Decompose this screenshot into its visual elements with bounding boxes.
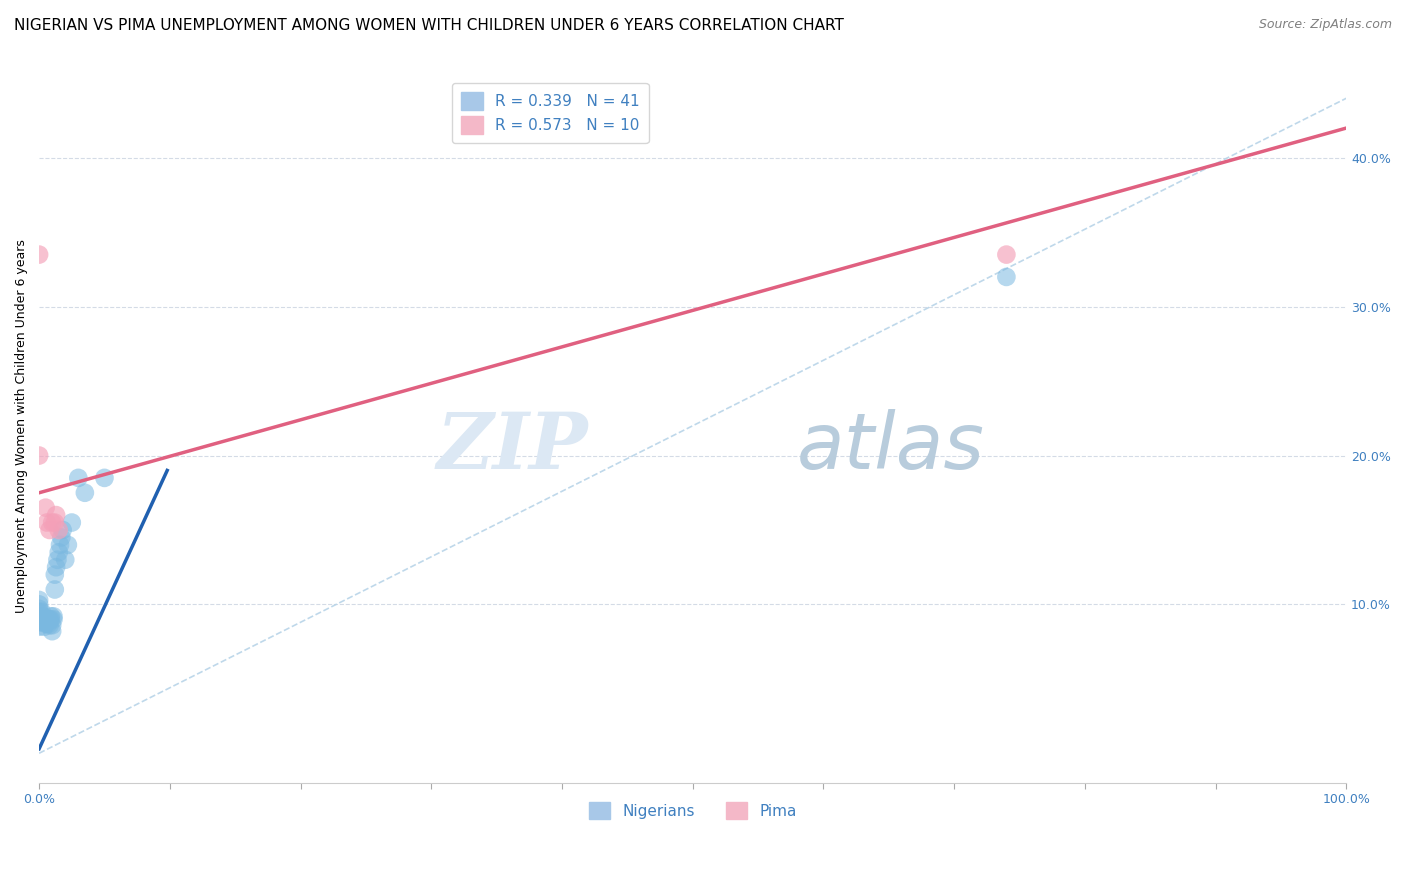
Point xyxy=(42,609,65,624)
Text: atlas: atlas xyxy=(797,409,986,485)
Point xyxy=(37,616,59,631)
Point xyxy=(38,523,60,537)
Point xyxy=(44,567,66,582)
Point xyxy=(51,530,73,544)
Point xyxy=(28,449,51,463)
Point xyxy=(28,602,51,616)
Point xyxy=(32,609,55,624)
Point xyxy=(41,516,63,530)
Text: ZIP: ZIP xyxy=(436,409,588,485)
Point xyxy=(39,612,62,626)
Point xyxy=(28,247,51,261)
Point xyxy=(52,523,75,537)
Text: NIGERIAN VS PIMA UNEMPLOYMENT AMONG WOMEN WITH CHILDREN UNDER 6 YEARS CORRELATIO: NIGERIAN VS PIMA UNEMPLOYMENT AMONG WOME… xyxy=(14,18,844,33)
Point xyxy=(31,605,53,619)
Point xyxy=(31,612,53,626)
Point xyxy=(28,615,51,630)
Point xyxy=(41,624,63,639)
Point xyxy=(56,538,79,552)
Point xyxy=(45,560,67,574)
Point xyxy=(48,523,70,537)
Point xyxy=(28,609,51,624)
Point xyxy=(53,553,76,567)
Point xyxy=(34,616,56,631)
Point xyxy=(49,538,72,552)
Point xyxy=(41,618,63,632)
Point xyxy=(34,620,56,634)
Point xyxy=(28,593,51,607)
Point xyxy=(995,269,1018,284)
Point xyxy=(60,516,83,530)
Point xyxy=(45,508,67,522)
Point xyxy=(28,598,51,612)
Point xyxy=(67,471,90,485)
Text: Source: ZipAtlas.com: Source: ZipAtlas.com xyxy=(1258,18,1392,31)
Point xyxy=(34,612,56,626)
Point xyxy=(28,620,51,634)
Point xyxy=(32,615,55,630)
Point xyxy=(48,545,70,559)
Point xyxy=(34,500,56,515)
Point xyxy=(46,553,69,567)
Point xyxy=(38,612,60,626)
Point xyxy=(44,582,66,597)
Point xyxy=(93,471,115,485)
Point xyxy=(35,516,58,530)
Point xyxy=(28,605,51,619)
Point xyxy=(995,247,1018,261)
Point xyxy=(28,612,51,626)
Point xyxy=(38,618,60,632)
Point xyxy=(44,516,66,530)
Point xyxy=(42,612,65,626)
Y-axis label: Unemployment Among Women with Children Under 6 years: Unemployment Among Women with Children U… xyxy=(15,239,28,613)
Point xyxy=(37,612,59,626)
Point xyxy=(39,609,62,624)
Legend: Nigerians, Pima: Nigerians, Pima xyxy=(582,796,803,825)
Point xyxy=(73,485,96,500)
Point xyxy=(35,615,58,630)
